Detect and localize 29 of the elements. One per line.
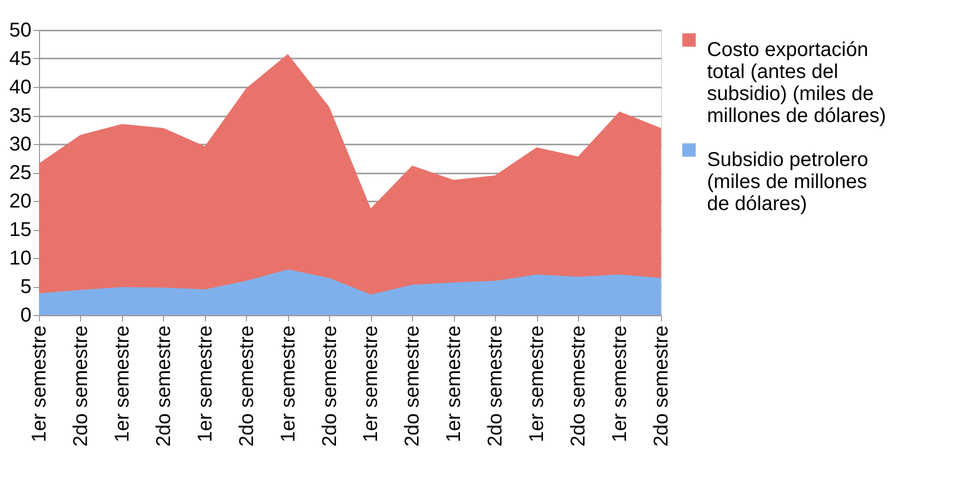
x-tick-label: 2do semestre [484, 326, 507, 447]
y-tick-label: 45 [9, 48, 32, 70]
x-tick-label: 1er semestre [277, 326, 300, 442]
x-tick-label: 1er semestre [443, 326, 466, 442]
y-tick-label: 5 [20, 276, 32, 298]
x-tick-label: 2do semestre [236, 326, 258, 447]
y-tick-label: 30 [9, 134, 32, 156]
x-tick-label: 2do semestre [152, 326, 175, 447]
legend-label: Subsidio petrolero (miles de millones de dólares) [707, 149, 868, 215]
x-tick-label: 1er semestre [194, 326, 216, 442]
x-tick-label: 2do semestre [650, 326, 672, 447]
x-tick-label: 2do semestre [70, 326, 92, 447]
y-tick-label: 10 [9, 248, 32, 270]
y-tick-label: 15 [9, 219, 32, 241]
x-tick-label: 2do semestre [568, 326, 590, 447]
x-tick-label: 1er semestre [111, 326, 134, 442]
y-tick-label: 50 [9, 20, 32, 42]
x-tick-label: 1er semestre [360, 326, 382, 442]
x-tick-label: 1er semestre [526, 326, 548, 442]
y-tick-label: 25 [9, 162, 32, 184]
legend-label: Costo exportación total (antes del subsidio) (miles de millones de dólares) [707, 39, 886, 127]
x-tick-label: 2do semestre [402, 326, 424, 447]
x-tick-label: 1er semestre [28, 326, 50, 442]
y-tick-label: 0 [20, 304, 32, 326]
x-tick-label: 1er semestre [609, 326, 632, 442]
x-tick-label: 2do semestre [318, 326, 341, 447]
y-tick-label: 40 [9, 76, 32, 98]
y-tick-label: 20 [9, 190, 32, 212]
y-tick-label: 35 [9, 105, 32, 127]
